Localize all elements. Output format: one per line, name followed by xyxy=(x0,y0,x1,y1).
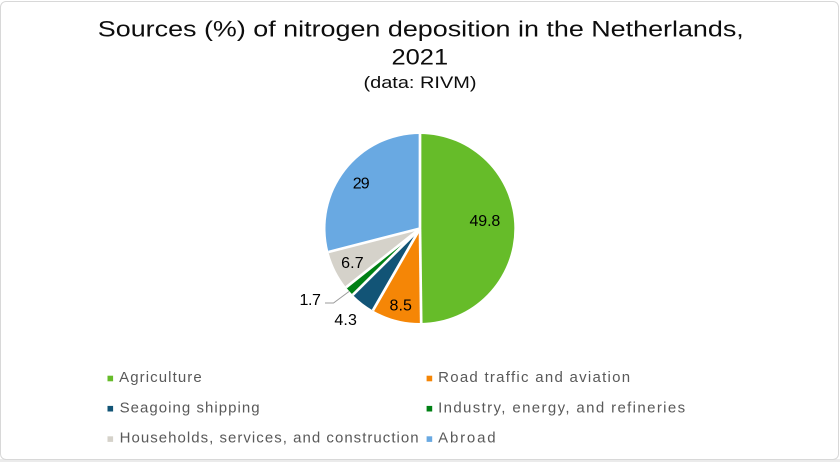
svg-text:29: 29 xyxy=(353,176,370,193)
svg-text:Seagoing shipping: Seagoing shipping xyxy=(120,399,260,416)
svg-text:Industry, energy, and refineri: Industry, energy, and refineries xyxy=(438,399,685,416)
svg-text:Agriculture: Agriculture xyxy=(119,369,202,386)
svg-text:(data: RIVM): (data: RIVM) xyxy=(364,74,477,92)
svg-text:4.3: 4.3 xyxy=(334,312,357,329)
svg-text:Households, services, and cons: Households, services, and construction xyxy=(120,429,419,446)
svg-text:8.5: 8.5 xyxy=(389,298,412,315)
svg-text:Road traffic and aviation: Road traffic and aviation xyxy=(438,369,630,386)
svg-text:Sources (%) of nitrogen deposi: Sources (%) of nitrogen deposition in th… xyxy=(98,17,744,42)
svg-text:1.7: 1.7 xyxy=(299,292,321,309)
svg-text:6.7: 6.7 xyxy=(341,255,364,272)
svg-text:2021: 2021 xyxy=(392,45,449,70)
svg-text:Abroad: Abroad xyxy=(438,429,496,446)
svg-text:49.8: 49.8 xyxy=(470,213,501,230)
